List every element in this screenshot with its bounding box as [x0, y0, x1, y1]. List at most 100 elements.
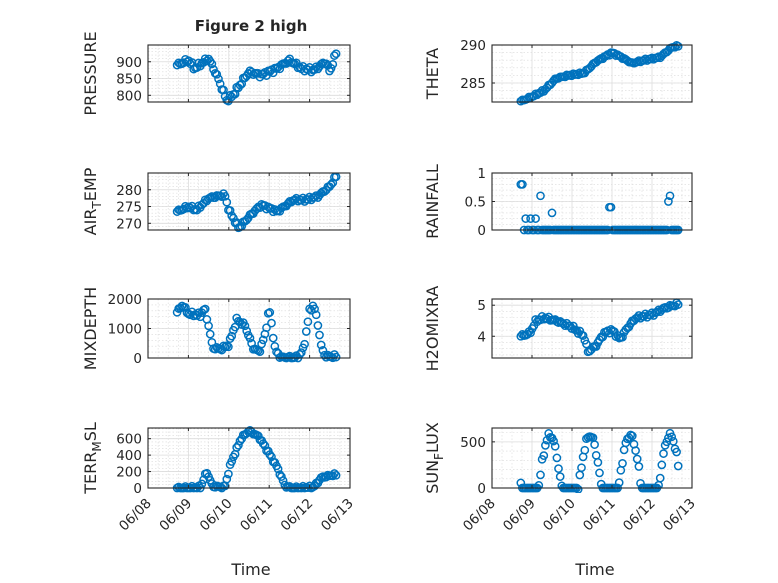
data-point — [227, 457, 237, 466]
data-point — [227, 331, 237, 341]
data-point — [265, 450, 275, 459]
data-point — [255, 347, 265, 357]
data-point — [331, 470, 341, 480]
data-point — [634, 462, 644, 471]
data-point — [310, 192, 319, 202]
ytick-label: 0.5 — [465, 195, 486, 211]
axes-frame — [491, 44, 693, 103]
ytick-label: 500 — [460, 435, 486, 451]
data-point — [531, 214, 540, 223]
data-point — [627, 431, 637, 441]
ylabel: THETA — [423, 48, 442, 100]
ytick-label: 2000 — [108, 292, 142, 308]
data-point — [578, 331, 588, 340]
subplot-rainfall: 0 0.5 1 RAINFALL — [423, 164, 693, 239]
data-point — [673, 300, 683, 309]
data-point — [665, 191, 675, 201]
data-point — [593, 458, 603, 467]
data-point — [580, 445, 590, 455]
ylabel: AIRTEMP — [81, 167, 104, 235]
data-point — [225, 206, 235, 215]
ylabel: SUNFLUX — [423, 422, 446, 494]
ytick-label: 0 — [477, 223, 486, 239]
ytick-label: 400 — [116, 448, 142, 464]
data-point — [242, 326, 252, 336]
figure-title: Figure 2 high — [195, 17, 308, 35]
data-point — [667, 432, 677, 442]
data-point — [672, 447, 681, 457]
data-point — [277, 472, 286, 481]
data-point — [253, 346, 263, 355]
data-point — [552, 453, 562, 463]
data-point — [534, 481, 544, 490]
data-point — [303, 317, 313, 327]
ytick-label: 5 — [477, 298, 486, 314]
data-point — [655, 473, 665, 483]
ylabel: MIXDEPTH — [81, 287, 100, 370]
ylabel: RAINFALL — [423, 164, 442, 239]
ytick-label: 850 — [116, 72, 142, 88]
data-point — [316, 340, 326, 350]
ylabel: TERRMSL — [81, 422, 104, 495]
data-point — [258, 439, 268, 448]
data-point — [220, 342, 230, 352]
subplot-h2omixra: 4 5 H2OMIXRA — [423, 286, 693, 372]
data-point — [673, 461, 683, 471]
subplot-theta: 285 290 THETA — [423, 38, 693, 106]
data-point — [539, 451, 549, 460]
data-point — [673, 41, 683, 51]
ytick-label: 800 — [116, 88, 142, 104]
data-point — [224, 342, 233, 352]
data-point — [176, 303, 185, 313]
data-point — [245, 333, 255, 343]
data-point — [222, 341, 232, 351]
data-point — [222, 474, 232, 484]
data-point — [278, 476, 288, 485]
data-point — [240, 321, 250, 331]
data-point — [267, 318, 276, 328]
data-point — [618, 459, 627, 468]
data-point — [573, 484, 583, 493]
data-point — [181, 303, 190, 312]
data-point — [258, 335, 268, 345]
data-point — [550, 441, 560, 451]
ytick-label: 0 — [477, 481, 486, 497]
data-point — [555, 472, 565, 481]
ytick-label: 900 — [116, 55, 142, 71]
data-point — [318, 346, 328, 355]
data-point — [330, 51, 339, 60]
data-point — [606, 202, 616, 212]
ylabel: H2OMIXRA — [423, 286, 442, 372]
data-point — [659, 449, 668, 458]
data-point — [526, 214, 535, 223]
subplot-mixdepth: 0 1000 2000 MIXDEPTH — [81, 287, 351, 370]
data-point — [204, 321, 213, 331]
axes-frame — [147, 44, 351, 103]
data-point — [300, 339, 309, 349]
ytick-label: 200 — [116, 465, 142, 481]
axes-frame — [491, 427, 693, 489]
data-point — [591, 342, 601, 351]
ytick-label: 285 — [460, 76, 486, 92]
axes-frame — [491, 298, 693, 359]
axes-frame — [147, 172, 351, 231]
data-point — [518, 180, 527, 189]
data-point — [547, 208, 557, 218]
data-point — [577, 463, 586, 473]
data-point — [311, 62, 321, 72]
data-point — [270, 341, 280, 351]
data-markers — [172, 49, 341, 106]
ytick-label: 1000 — [108, 322, 142, 338]
data-point — [526, 328, 535, 338]
data-point — [657, 460, 667, 470]
data-point — [541, 441, 550, 450]
data-point — [521, 214, 531, 223]
data-point — [311, 310, 321, 320]
data-point — [301, 327, 311, 336]
data-point — [214, 74, 223, 84]
data-point — [330, 469, 339, 478]
data-point — [664, 197, 673, 206]
